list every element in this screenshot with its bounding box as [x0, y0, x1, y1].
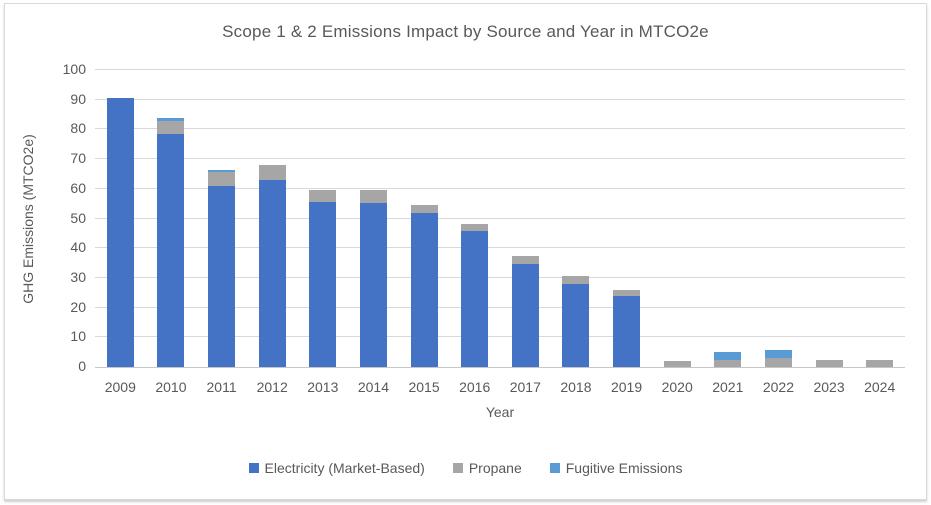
- y-tick-label: 90: [70, 90, 86, 107]
- bar-2019: [613, 290, 641, 367]
- bar-segment: [258, 165, 286, 181]
- bar-segment: [764, 350, 792, 359]
- x-tick-label: 2021: [712, 379, 744, 395]
- x-tick-label: 2013: [307, 379, 339, 395]
- bar-segment: [208, 185, 236, 367]
- bar-2018: [562, 275, 590, 367]
- plot-area: [95, 69, 905, 368]
- bar-segment: [208, 172, 236, 186]
- bar-segment: [309, 202, 337, 367]
- legend-swatch-icon: [248, 463, 259, 473]
- bar-2020: [663, 361, 691, 367]
- bar-segment: [359, 202, 387, 367]
- bar-2017: [511, 255, 539, 367]
- chart-title: Scope 1 & 2 Emissions Impact by Source a…: [222, 22, 709, 41]
- gridline: [95, 98, 905, 100]
- gridline: [95, 128, 905, 130]
- bar-2024: [866, 359, 894, 367]
- legend-item: Fugitive Emissions: [549, 460, 683, 476]
- y-tick-label: 80: [70, 120, 86, 137]
- gridline: [95, 336, 905, 338]
- bar-2014: [359, 190, 387, 367]
- bar-segment: [410, 204, 438, 213]
- gridline: [95, 306, 905, 308]
- y-tick-label: 60: [70, 179, 86, 196]
- x-axis-title: Year: [485, 404, 515, 420]
- bar-segment: [562, 283, 590, 367]
- x-tick-label: 2010: [155, 379, 187, 395]
- gridline: [95, 276, 905, 278]
- bar-segment: [511, 263, 539, 367]
- y-tick-label: 40: [70, 239, 86, 256]
- bar-segment: [613, 290, 641, 297]
- bar-segment: [359, 190, 387, 203]
- bar-2015: [410, 204, 438, 367]
- bar-2016: [461, 223, 489, 367]
- x-tick-label: 2012: [256, 379, 288, 395]
- x-tick-label: 2023: [813, 379, 845, 395]
- bar-2022: [764, 350, 792, 367]
- x-tick-label: 2011: [206, 379, 237, 395]
- y-tick-label: 50: [70, 209, 86, 226]
- bar-2023: [815, 359, 843, 367]
- bar-segment: [714, 359, 742, 367]
- bar-segment: [461, 223, 489, 232]
- legend-swatch-icon: [452, 463, 463, 473]
- bar-2013: [309, 190, 337, 367]
- bar-segment: [562, 275, 590, 284]
- x-tick-label: 2022: [762, 379, 795, 395]
- x-tick-label: 2009: [104, 379, 136, 395]
- bar-segment: [106, 97, 134, 367]
- bar-2011: [208, 169, 236, 367]
- bar-segment: [511, 255, 539, 264]
- legend-item: Propane: [452, 460, 522, 476]
- bar-segment: [663, 361, 691, 367]
- y-tick-label: 30: [70, 268, 86, 285]
- gridline: [95, 158, 905, 160]
- bar-2012: [258, 165, 286, 367]
- gridline: [95, 187, 905, 189]
- bar-segment: [461, 231, 489, 367]
- legend: Electricity (Market-Based) Propane Fugitiv…: [0, 460, 931, 476]
- bar-segment: [258, 180, 286, 367]
- x-tick-label: 2018: [560, 379, 592, 395]
- bar-segment: [613, 296, 641, 367]
- bar-2021: [714, 351, 742, 367]
- y-tick-label: 70: [70, 150, 86, 167]
- x-tick-label: 2020: [661, 379, 693, 395]
- bar-segment: [157, 118, 185, 121]
- bar-segment: [764, 358, 792, 367]
- x-tick-label: 2016: [459, 379, 491, 395]
- bar-segment: [410, 212, 438, 367]
- x-tick-label: 2019: [610, 379, 643, 395]
- y-tick-label: 0: [78, 358, 86, 374]
- y-tick-label: 100: [62, 61, 86, 77]
- x-tick-label: 2015: [408, 379, 440, 395]
- legend-label: Electricity (Market-Based): [264, 460, 425, 476]
- legend-label: Fugitive Emissions: [565, 460, 683, 476]
- legend-item: Electricity (Market-Based): [248, 460, 425, 476]
- bar-2009: [106, 97, 134, 367]
- x-tick-label: 2017: [509, 379, 541, 395]
- bar-segment: [157, 133, 185, 367]
- bar-segment: [714, 351, 742, 360]
- x-tick-label: 2014: [357, 379, 390, 395]
- bar-segment: [157, 120, 185, 134]
- bar-segment: [309, 190, 337, 203]
- bar-segment: [815, 359, 843, 367]
- bar-segment: [866, 359, 894, 367]
- legend-label: Propane: [468, 460, 522, 476]
- y-tick-label: 10: [70, 328, 86, 345]
- legend-swatch-icon: [549, 463, 560, 473]
- gridline: [95, 247, 905, 249]
- bar-segment: [208, 169, 236, 173]
- bar-2010: [157, 118, 185, 367]
- gridline: [95, 69, 905, 70]
- y-tick-label: 20: [70, 298, 86, 315]
- x-tick-label: 2024: [864, 379, 896, 395]
- gridline: [95, 217, 905, 219]
- y-axis-title: GHG Emissions (MTCO2e): [20, 134, 36, 304]
